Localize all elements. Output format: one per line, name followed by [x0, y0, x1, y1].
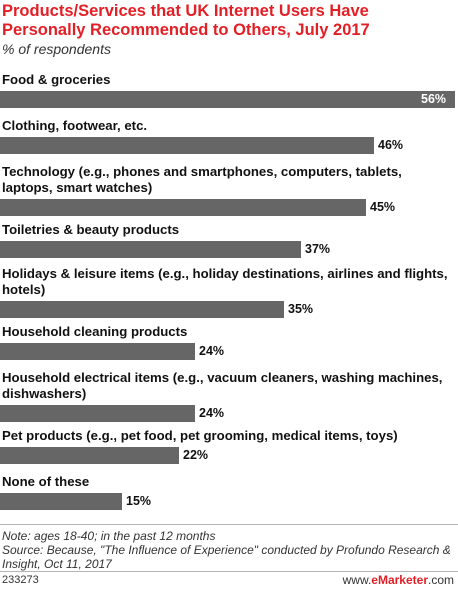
bar: [0, 91, 455, 108]
bar-chart: Food & groceries 56% Clothing, footwear, e…: [0, 70, 458, 520]
bar: [0, 199, 366, 216]
value-label: 56%: [421, 92, 447, 106]
chart-subtitle: % of respondents: [2, 41, 111, 57]
category-label: Household cleaning products: [2, 324, 188, 339]
brand-logo[interactable]: www.eMarketer.com: [343, 573, 454, 587]
bar: [0, 493, 122, 510]
bar: [0, 241, 301, 258]
brand-name: eMarketer: [371, 573, 428, 587]
chart-id: 233273: [2, 574, 39, 586]
value-label: 45%: [370, 200, 396, 214]
brand-suffix: .com: [427, 573, 454, 587]
category-label: Household electrical items (e.g., vacuum…: [2, 370, 443, 401]
bar: [0, 301, 284, 318]
category-label: Holidays & leisure items (e.g., holiday …: [2, 266, 448, 297]
chart-source: Source: Because, "The Influence of Exper…: [2, 543, 451, 571]
value-label: 46%: [378, 138, 404, 152]
bar: [0, 343, 195, 360]
brand-prefix: www.: [342, 573, 372, 587]
category-label: Pet products (e.g., pet food, pet groomi…: [2, 428, 398, 443]
bar: [0, 137, 374, 154]
chart-title: Products/Services that UK Internet Users…: [2, 2, 370, 39]
bar: [0, 405, 195, 422]
value-label: 35%: [288, 302, 314, 316]
category-label: Clothing, footwear, etc.: [2, 118, 148, 133]
value-label: 15%: [126, 494, 152, 508]
category-label: None of these: [2, 474, 90, 489]
value-label: 24%: [199, 344, 225, 358]
category-label: Toiletries & beauty products: [2, 222, 180, 237]
value-label: 37%: [305, 242, 331, 256]
chart-note: Note: ages 18-40; in the past 12 months: [2, 529, 216, 543]
category-label: Technology (e.g., phones and smartphones…: [2, 164, 402, 195]
footer-divider: [0, 571, 458, 572]
bar: [0, 447, 179, 464]
notes-divider: [0, 524, 458, 525]
value-label: 22%: [183, 448, 209, 462]
value-label: 24%: [199, 406, 225, 420]
category-label: Food & groceries: [2, 72, 111, 87]
